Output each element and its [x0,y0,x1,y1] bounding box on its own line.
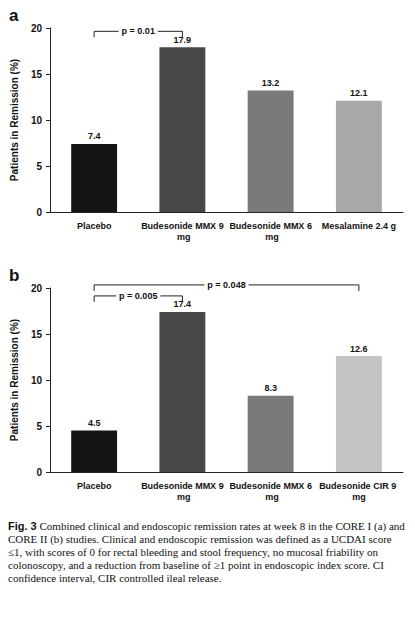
svg-text:20: 20 [31,283,43,294]
svg-text:8.3: 8.3 [264,383,277,393]
svg-text:p = 0.005: p = 0.005 [119,291,157,301]
svg-text:mg: mg [263,232,279,242]
svg-text:0: 0 [36,467,42,478]
svg-text:17.9: 17.9 [174,35,192,45]
svg-text:mg: mg [174,492,190,502]
svg-text:mg: mg [174,232,190,242]
svg-text:5: 5 [36,161,42,172]
svg-text:4.5: 4.5 [88,418,101,428]
svg-text:10: 10 [31,375,43,386]
svg-text:5: 5 [36,421,42,432]
svg-text:Patients in Remission (%): Patients in Remission (%) [9,319,20,441]
svg-text:17.4: 17.4 [174,299,192,309]
svg-text:0: 0 [36,207,42,218]
svg-text:b: b [9,266,19,285]
svg-text:Mesalamine 2.4 g: Mesalamine 2.4 g [322,221,396,231]
svg-text:Budesonide MMX 6: Budesonide MMX 6 [229,221,312,231]
svg-text:Budesonide CIR 9: Budesonide CIR 9 [319,481,399,491]
svg-text:Budesonide MMX 9: Budesonide MMX 9 [141,481,224,491]
svg-text:Placebo: Placebo [77,221,112,231]
svg-text:15: 15 [31,69,43,80]
html-text:Fig. 3 Combined clinical and e: Fig. 3 Combined clinical and endoscopic … [8,520,405,584]
svg-text:Placebo: Placebo [77,481,112,491]
svg-text:12.6: 12.6 [350,344,368,354]
svg-text:a: a [9,6,19,25]
svg-text:mg: mg [352,492,366,502]
svg-text:Budesonide MMX 9: Budesonide MMX 9 [141,221,224,231]
svg-text:7.4: 7.4 [88,131,101,141]
svg-text:Budesonide MMX 6: Budesonide MMX 6 [229,481,312,491]
svg-text:p = 0.048: p = 0.048 [207,280,245,290]
svg-text:20: 20 [31,23,43,34]
svg-text:mg: mg [263,492,279,502]
svg-text:13.2: 13.2 [262,78,280,88]
svg-text:15: 15 [31,329,43,340]
svg-text:12.1: 12.1 [350,88,368,98]
svg-text:10: 10 [31,115,43,126]
svg-text:Patients in Remission (%): Patients in Remission (%) [9,59,20,181]
svg-text:p = 0.01: p = 0.01 [122,26,155,36]
